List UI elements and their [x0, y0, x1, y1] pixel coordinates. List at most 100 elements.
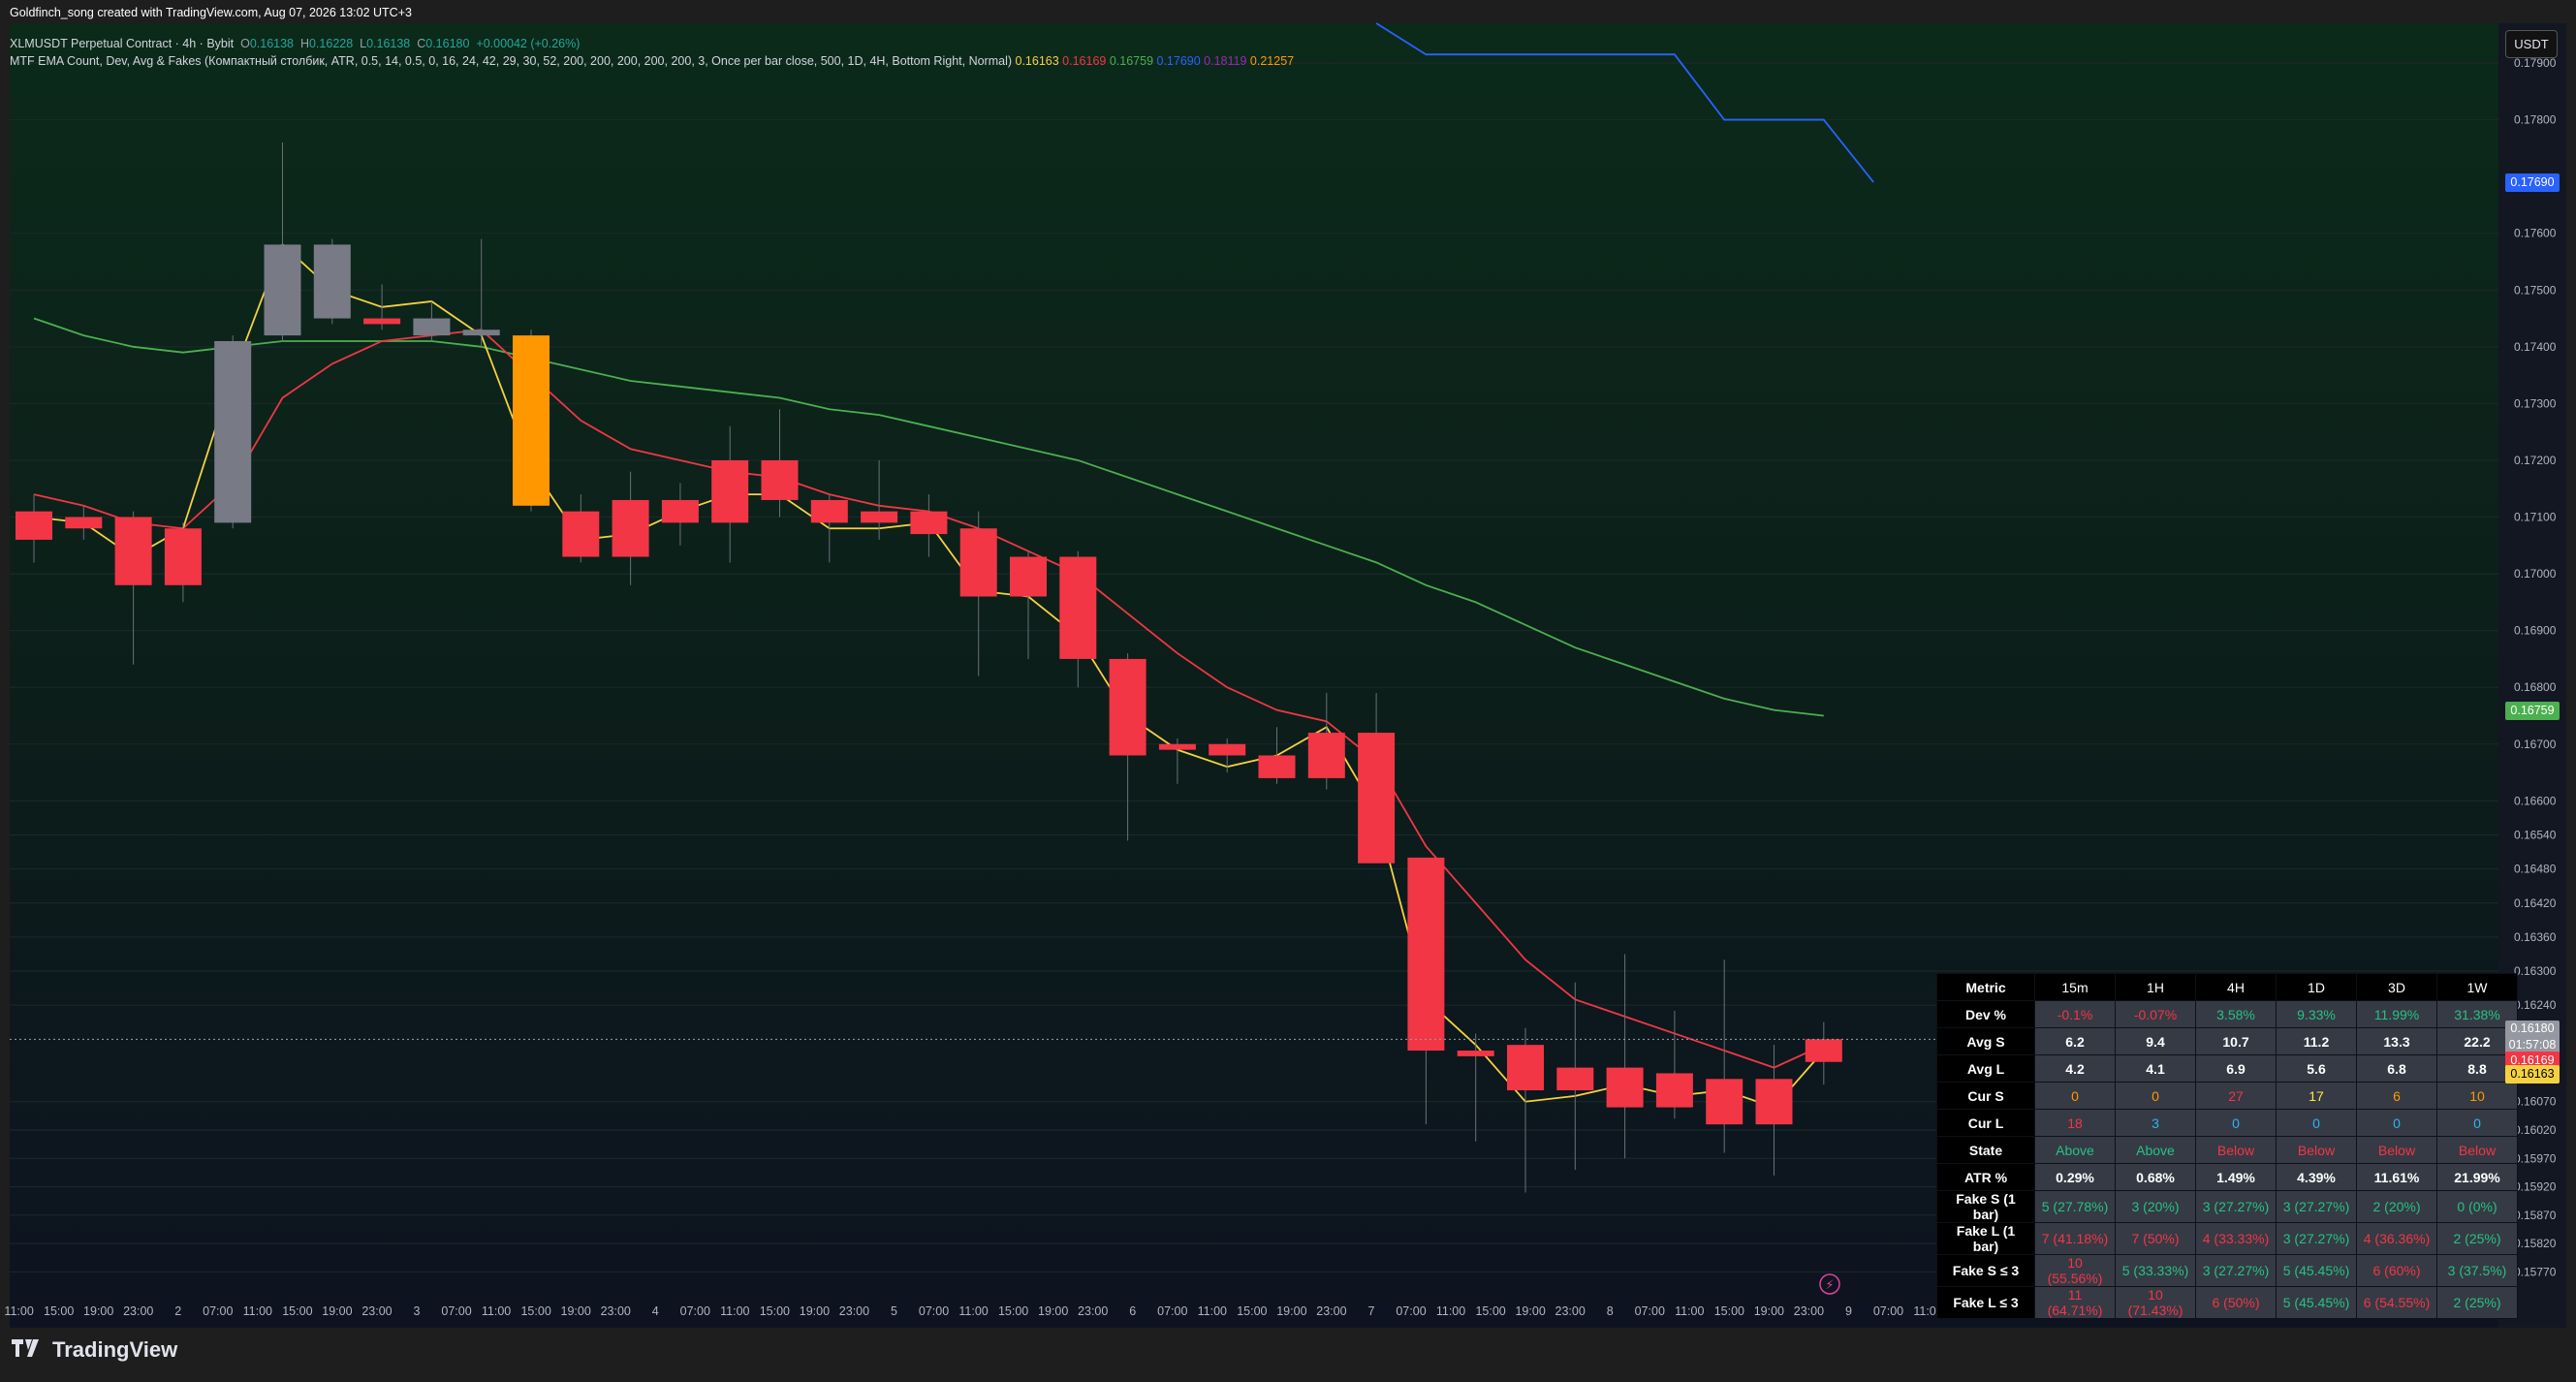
candle-body: [861, 511, 898, 523]
table-cell: 6.8: [2356, 1054, 2437, 1083]
x-tick-label: 15:00: [1475, 1304, 1505, 1318]
y-tick-label: 0.16240: [2514, 998, 2557, 1012]
x-tick-label: 07:00: [441, 1304, 471, 1318]
table-cell: 4 (36.36%): [2356, 1222, 2437, 1255]
table-cell: Below: [2436, 1136, 2518, 1164]
candle-body: [1655, 1073, 1693, 1108]
x-tick-label: 23:00: [361, 1304, 392, 1318]
table-cell: 3 (27.27%): [2195, 1254, 2277, 1287]
x-tick-label: 11:00: [720, 1304, 749, 1318]
y-tick-label: 0.16360: [2514, 930, 2557, 944]
table-cell: 3.58%: [2195, 1000, 2277, 1028]
x-tick-label: 11:00: [1436, 1304, 1465, 1318]
y-axis: 0.17900 0.17800 0.17600 0.17500 0.17400 0.173…: [2514, 56, 2557, 1278]
currency-button[interactable]: USDT: [2505, 30, 2558, 58]
x-tick-label: 9: [1845, 1304, 1852, 1318]
table-cell: 13.3: [2356, 1027, 2437, 1055]
ohlc-close: 0.16180: [425, 37, 470, 50]
table-cell: 6 (60%): [2356, 1254, 2437, 1287]
table-row: Avg L 4.2 4.1 6.9 5.6 6.8 8.8: [1936, 1054, 2518, 1083]
candle-body: [1307, 733, 1345, 778]
candle-body: [612, 499, 649, 557]
table-row: Fake S ≤ 3 10 (55.56%) 5 (33.33%) 3 (27.27%…: [1936, 1254, 2518, 1287]
x-tick-label: 07:00: [203, 1304, 233, 1318]
y-tick-label: 0.17800: [2514, 113, 2557, 127]
table-cell: 11 (64.71%): [2034, 1286, 2116, 1319]
table-row: State Above Above Below Below Below Below: [1936, 1136, 2518, 1164]
table-row-label: Fake L ≤ 3: [1936, 1286, 2035, 1319]
x-tick-label: 23:00: [1078, 1304, 1108, 1318]
x-tick-label: 19:00: [561, 1304, 591, 1318]
table-row-label: Avg S: [1936, 1027, 2035, 1055]
candle-body: [65, 517, 103, 529]
table-cell: 6 (50%): [2195, 1286, 2277, 1319]
table-row: Fake L ≤ 3 11 (64.71%) 10 (71.43%) 6 (50%) 5…: [1936, 1286, 2518, 1319]
table-cell: 22.2: [2436, 1027, 2518, 1055]
candle-body: [1258, 755, 1296, 778]
symbol-name[interactable]: XLMUSDT Perpetual Contract · 4h · Bybit: [10, 37, 235, 50]
table-cell: 0: [2195, 1109, 2277, 1137]
x-tick-label: 6: [1129, 1304, 1136, 1318]
x-tick-label: 23:00: [839, 1304, 869, 1318]
candle-body: [1358, 733, 1396, 864]
table-cell: 5 (33.33%): [2115, 1254, 2196, 1287]
x-tick-label: 5: [891, 1304, 897, 1318]
symbol-line: XLMUSDT Perpetual Contract · 4h · Bybit …: [10, 37, 581, 50]
table-header-cell: Metric: [1936, 973, 2035, 1001]
table-cell: 11.2: [2276, 1027, 2357, 1055]
table-cell: 4.1: [2115, 1054, 2196, 1083]
table-header-row: Metric 15m 1H 4H 1D 3D 1W: [1936, 973, 2518, 1001]
indicator-value: 0.17690: [1153, 54, 1201, 68]
table-cell: 0: [2356, 1109, 2437, 1137]
candle-body: [1109, 658, 1147, 756]
table-cell: -0.1%: [2034, 1000, 2116, 1028]
x-tick-label: 11:00: [482, 1304, 511, 1318]
candle-body: [513, 335, 550, 506]
x-tick-label: 07:00: [1157, 1304, 1187, 1318]
x-tick-label: 19:00: [800, 1304, 830, 1318]
x-tick-label: 07:00: [1873, 1304, 1903, 1318]
table-cell: 4 (33.33%): [2195, 1222, 2277, 1255]
candle-body: [1209, 743, 1246, 756]
candle-body: [264, 244, 301, 336]
table-cell: 0: [2115, 1082, 2196, 1110]
price-tag-last: 0.16180 01:57:08: [2505, 1021, 2560, 1056]
y-tick-label: 0.15920: [2514, 1180, 2557, 1194]
table-cell: 7 (50%): [2115, 1222, 2196, 1255]
candle-body: [910, 511, 948, 535]
y-tick-label: 0.16420: [2514, 896, 2557, 910]
x-tick-label: 15:00: [998, 1304, 1028, 1318]
table-cell: 4.2: [2034, 1054, 2116, 1083]
table-cell: 0.29%: [2034, 1163, 2116, 1191]
table-cell: 21.99%: [2436, 1163, 2518, 1191]
table-header-cell: 4H: [2195, 973, 2277, 1001]
table-cell: Below: [2356, 1136, 2437, 1164]
candle-body: [413, 318, 451, 336]
indicator-value: 0.16163: [1015, 54, 1059, 68]
table-cell: 17: [2276, 1082, 2357, 1110]
table-header-cell: 3D: [2356, 973, 2437, 1001]
x-axis: 11:00 15:00 19:00 23:00 2 07:00 11:00 15:00 19:0…: [4, 1304, 1983, 1318]
replay-icon-bolt: ⚡: [1825, 1278, 1834, 1293]
tradingview-logo[interactable]: TradingView: [12, 1337, 177, 1363]
y-tick-label: 0.16540: [2514, 828, 2557, 841]
table-header-cell: 1W: [2436, 973, 2518, 1001]
candle-body: [1407, 857, 1445, 1052]
candle-body: [761, 459, 799, 500]
y-tick-label: 0.17300: [2514, 396, 2557, 410]
table-cell: 6: [2356, 1082, 2437, 1110]
candle-body: [1706, 1079, 1744, 1125]
x-tick-label: 8: [1607, 1304, 1614, 1318]
candle-body: [214, 340, 252, 523]
indicator-name[interactable]: MTF EMA Count, Dev, Avg & Fakes (Компакт…: [10, 54, 1013, 68]
x-tick-label: 3: [414, 1304, 421, 1318]
table-cell: 3 (20%): [2115, 1190, 2196, 1223]
x-tick-label: 4: [652, 1304, 659, 1318]
table-row-label: Avg L: [1936, 1054, 2035, 1083]
x-tick-label: 15:00: [282, 1304, 312, 1318]
x-tick-label: 15:00: [44, 1304, 74, 1318]
tradingview-logo-text: TradingView: [52, 1337, 178, 1362]
y-tick-label: 0.16700: [2514, 738, 2557, 751]
y-tick-label: 0.15820: [2514, 1237, 2557, 1250]
